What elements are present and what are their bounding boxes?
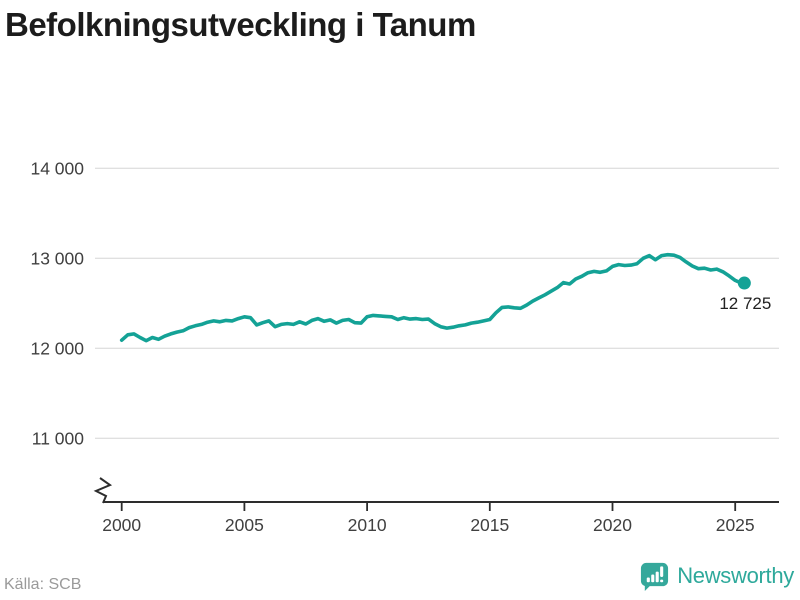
population-series-line: [119, 252, 744, 343]
last-value-label: 12 725: [719, 294, 771, 313]
bar-3: [655, 571, 659, 583]
last-value-dot: [737, 276, 751, 290]
y-axis-label-11000: 11 000: [32, 428, 84, 448]
bar-2: [651, 574, 655, 583]
exclamation-dot: [660, 579, 664, 583]
newsworthy-logo[interactable]: Newsworthy: [639, 558, 794, 594]
x-axis-label-2025: 2025: [716, 515, 755, 535]
newsworthy-wordmark: Newsworthy: [677, 563, 794, 588]
y-axis-label-12000: 12 000: [30, 338, 84, 358]
y-axis-label-13000: 13 000: [30, 248, 84, 268]
source-credit: Källa: SCB: [4, 576, 82, 593]
y-axis-label-14000: 14 000: [30, 158, 84, 178]
newsworthy-speech-bubble-bar-chart-icon: [641, 562, 669, 592]
bar-1: [646, 577, 651, 583]
x-axis-label-2015: 2015: [470, 515, 509, 535]
exclamation-stem: [660, 566, 664, 577]
x-axis-label-2005: 2005: [225, 515, 264, 535]
chart-title: Befolkningsutveckling i Tanum: [5, 6, 476, 43]
x-axis-label-2000: 2000: [102, 515, 141, 535]
x-axis-label-2010: 2010: [348, 515, 387, 535]
axis-break-icon: [93, 477, 113, 504]
speech-bubble-tail: [645, 583, 653, 592]
speech-bubble-shape: [641, 562, 669, 587]
x-axis-label-2020: 2020: [593, 515, 632, 535]
